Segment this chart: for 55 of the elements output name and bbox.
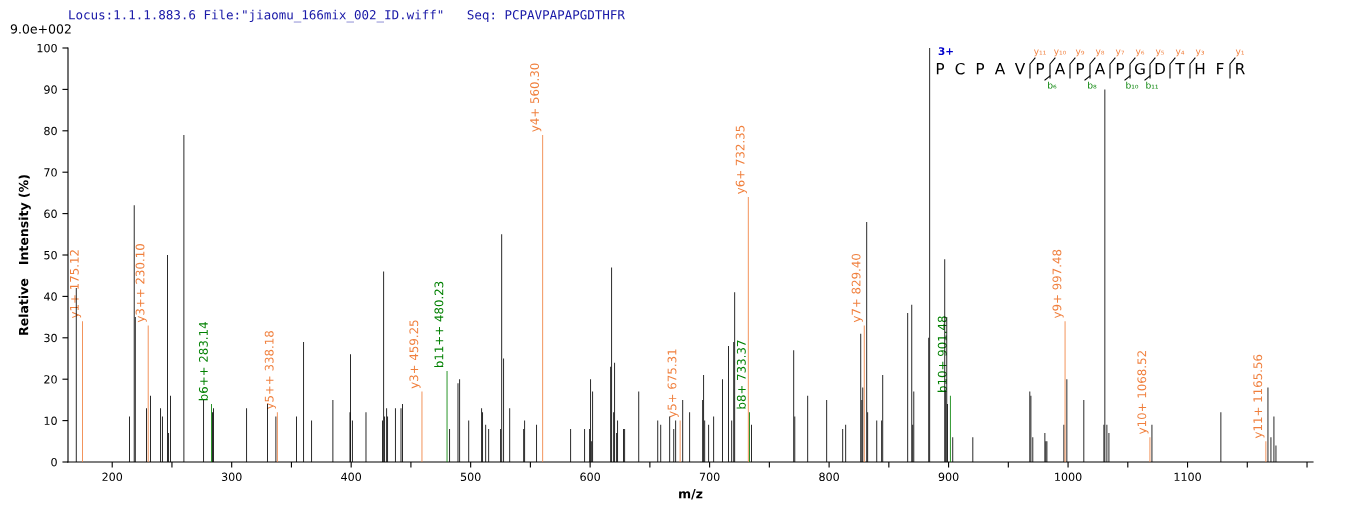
y-tick-label: 30 — [44, 333, 57, 343]
annotation: y₁₀ — [1053, 49, 1066, 57]
annotation: b₁₁ — [1146, 81, 1158, 89]
data-label: y6+ 732.35 — [735, 125, 747, 194]
x-tick-label: 500 — [460, 472, 481, 482]
y-tick-label: 50 — [44, 250, 57, 260]
y-tick-label: 100 — [37, 43, 57, 53]
annotation: 3+ — [938, 47, 953, 56]
data-label: y3++ 230.10 — [135, 244, 147, 323]
annotation: y₈ — [1095, 49, 1105, 57]
y-tick-label: 40 — [43, 292, 57, 301]
data-label: y7+ 829.40 — [851, 253, 863, 323]
x-tick-label: 400 — [341, 472, 362, 482]
y-tick-label: 60 — [44, 209, 57, 218]
annotation: y₉ — [1075, 49, 1085, 57]
data-label: y5++ 338.18 — [264, 331, 276, 410]
x-tick-label: 800 — [819, 472, 839, 482]
y-tick-label: 0 — [51, 457, 57, 467]
y-tick-label: 20 — [44, 375, 57, 384]
y-tick-label: 90 — [44, 85, 57, 94]
annotation: y₁ — [1235, 49, 1244, 57]
y-axis-title: Relative Intensity (%) — [18, 175, 31, 335]
x-tick-label: 300 — [221, 472, 242, 482]
annotation: b₈ — [1088, 81, 1097, 89]
text: 9.0e+002 — [10, 24, 71, 34]
y-tick-label: 70 — [44, 168, 57, 177]
x-tick-label: 900 — [938, 472, 959, 482]
data-label: b8+ 733.37 — [736, 340, 746, 409]
data-label: y10+ 1068.52 — [1137, 351, 1149, 435]
data-label: b10+ 901.48 — [937, 316, 947, 392]
data-label: y5+ 675.31 — [667, 349, 679, 418]
data-label: y11+ 1165.56 — [1253, 354, 1265, 439]
annotation: y₁₁ — [1033, 49, 1046, 57]
annotation: y₄ — [1175, 49, 1185, 57]
x-tick-label: 1100 — [1174, 472, 1201, 482]
data-label: y1+ 175.12 — [69, 250, 82, 319]
data-label: y9+ 997.48 — [1052, 249, 1064, 319]
x-tick-label: 600 — [580, 472, 600, 482]
annotation: b₆ — [1048, 81, 1057, 89]
annotation: y₆ — [1135, 49, 1145, 57]
annotation: y₇ — [1115, 49, 1125, 57]
y-tick-label: 80 — [44, 126, 57, 136]
annotation: b₁₀ — [1126, 81, 1139, 89]
data-label: y4+ 560.30 — [530, 63, 542, 132]
x-tick-label: 1000 — [1055, 472, 1082, 482]
x-axis-title: m/z — [679, 489, 703, 500]
annotation: y₅ — [1155, 49, 1165, 57]
data-label: y3+ 459.25 — [409, 320, 421, 389]
x-tick-label: 200 — [102, 472, 123, 482]
data-label: b6++ 283.14 — [198, 322, 208, 401]
data-label: b11++ 480.23 — [434, 281, 444, 368]
x-tick-label: 700 — [699, 472, 720, 482]
annotation: y₃ — [1195, 49, 1205, 57]
chart-title: Locus:1.1.1.883.6 File:"jiaomu_166mix_002_ID.wiff" Seq: PCPAVPAPAPGDTHFR — [69, 9, 625, 23]
y-tick-label: 10 — [44, 416, 57, 425]
